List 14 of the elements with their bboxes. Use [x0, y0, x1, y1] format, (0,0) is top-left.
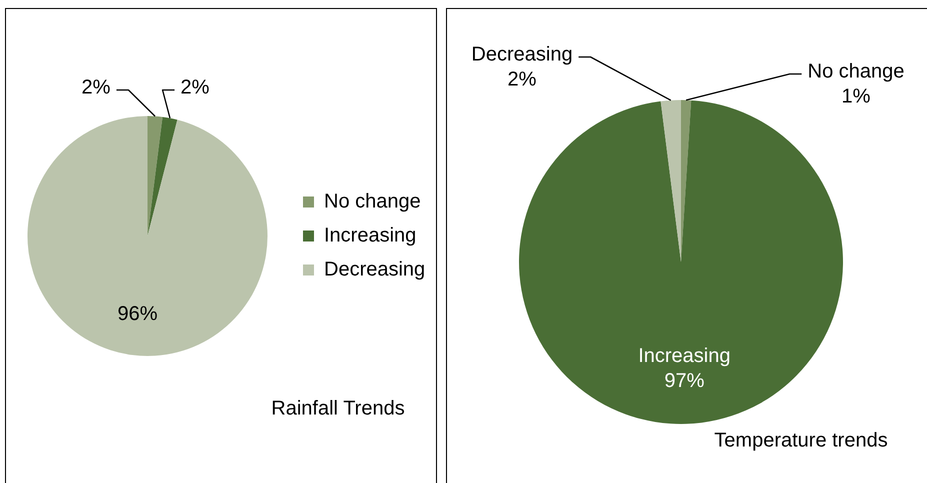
- legend-label: No change: [324, 190, 421, 213]
- data-label: 96%: [118, 303, 158, 326]
- legend-label: Decreasing: [324, 258, 426, 281]
- text: Rainfall Trends: [271, 398, 405, 420]
- slice-label: No change: [808, 60, 904, 83]
- data-label: 2%: [82, 76, 111, 99]
- slice-label: Increasing: [638, 344, 730, 367]
- text: Temperature trends: [714, 430, 888, 452]
- slice-label: Decreasing: [471, 44, 573, 66]
- data-label: 2%: [508, 68, 537, 91]
- data-label: 97%: [664, 370, 705, 392]
- legend-label: Increasing: [324, 224, 416, 247]
- data-label: 1%: [842, 86, 871, 108]
- data-label: 2%: [180, 76, 210, 99]
